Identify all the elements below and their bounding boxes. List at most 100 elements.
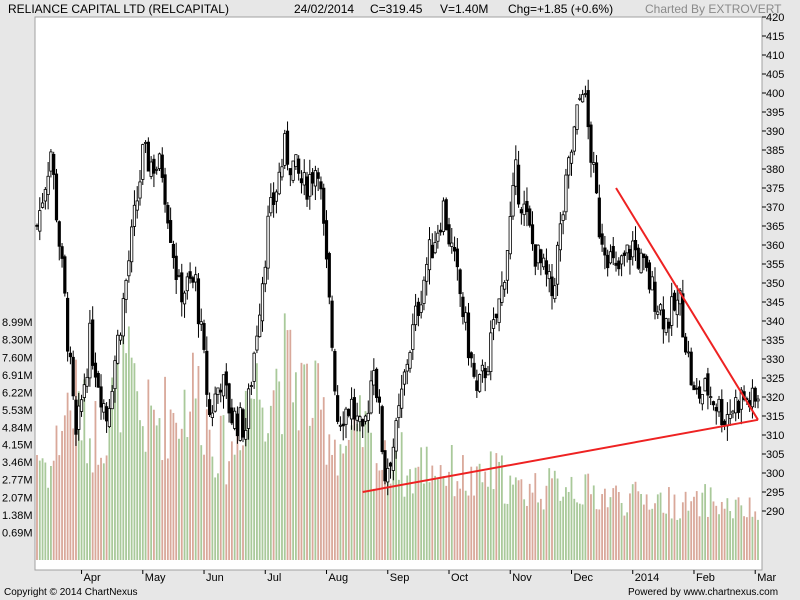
date-tick-label: Jul [267, 572, 281, 584]
volume-bar [603, 488, 606, 560]
volume-bar [545, 485, 548, 560]
candle-body [63, 256, 67, 294]
candle-body [336, 395, 340, 422]
volume-bar [178, 438, 180, 560]
candle-body [494, 313, 498, 319]
candle-body [302, 172, 306, 186]
volume-tick-label: 3.46M [2, 457, 33, 469]
volume-bar [75, 359, 77, 560]
candle-body [416, 301, 420, 316]
volume-bar [539, 498, 542, 560]
candle-body [606, 254, 610, 269]
candle-body [478, 374, 482, 392]
candle-body [349, 398, 354, 420]
volume-bar [191, 352, 194, 560]
candle-body [338, 424, 343, 427]
volume-tick-label: 7.60M [2, 352, 33, 364]
candle-body [274, 191, 279, 202]
volume-bar [637, 491, 640, 560]
volume-bar [729, 511, 732, 560]
candle-body [221, 374, 226, 397]
candle-body [260, 283, 265, 322]
candle-body [411, 324, 415, 350]
quote-date: 24/02/2014 [294, 2, 355, 16]
volume-bar [269, 405, 272, 560]
candle-body [542, 257, 546, 268]
price-tick-label: 375 [766, 183, 784, 195]
trendline [362, 418, 759, 493]
candle-body [99, 386, 103, 408]
candle-body [617, 260, 621, 270]
candle-body [358, 416, 362, 423]
candle-body [283, 133, 287, 166]
candle-body [52, 154, 56, 175]
volume-bar [38, 460, 41, 560]
volume-bar [150, 405, 153, 560]
candle-body [180, 272, 184, 303]
price-tick-label: 290 [766, 506, 784, 518]
candle-body [308, 174, 312, 197]
candle-body [227, 383, 231, 414]
volume-bar [634, 481, 637, 560]
volume-bar [180, 428, 183, 560]
candle-body [511, 185, 515, 217]
volume-bar [537, 502, 539, 560]
volume-bar [425, 446, 428, 560]
candle-body [647, 262, 652, 290]
volume-bar [695, 491, 698, 560]
volume-bar [172, 412, 175, 560]
volume-bar [297, 430, 300, 560]
volume-bar [528, 483, 531, 560]
candle-body [207, 399, 212, 416]
volume-bar [242, 445, 244, 560]
candle-body [628, 248, 632, 261]
volume-bar [395, 449, 398, 560]
candle-body [121, 298, 125, 337]
volume-bar [670, 518, 673, 560]
candle-body [472, 362, 476, 377]
volume-bar [442, 476, 445, 560]
volume-bar [598, 509, 601, 560]
chart-title: RELIANCE CAPITAL LTD (RELCAPITAL) [8, 2, 229, 16]
volume-bar [587, 473, 590, 560]
volume-bar [704, 484, 707, 560]
volume-bar [573, 498, 576, 560]
volume-tick-label: 2.07M [2, 493, 33, 505]
candle-body [725, 414, 729, 427]
candle-body [372, 370, 376, 386]
volume-bar [166, 458, 169, 560]
volume-bar [55, 425, 58, 560]
volume-bar [194, 398, 197, 560]
candle-body [558, 223, 562, 251]
volume-bar [214, 477, 217, 560]
volume-bar [514, 477, 517, 560]
candle-body [439, 229, 443, 233]
volume-bar [44, 462, 47, 560]
candle-body [555, 244, 560, 285]
candle-body [583, 93, 588, 95]
candle-body [135, 200, 139, 211]
candle-body [272, 192, 276, 205]
candle-body [589, 124, 593, 163]
candle-body [681, 293, 685, 338]
volume-bar [732, 518, 734, 560]
volume-bar [375, 463, 378, 560]
candle-body [363, 415, 368, 422]
volume-bar [654, 503, 656, 560]
volume-bar [467, 495, 470, 560]
candle-body [553, 285, 557, 300]
volume-bar [562, 496, 565, 560]
copyright-text: Copyright © 2014 ChartNexus [4, 587, 138, 598]
candle-body [60, 246, 64, 259]
candle-body [413, 305, 418, 326]
date-tick-label: Nov [512, 572, 532, 584]
volume-bar [489, 451, 492, 560]
volume-bar [389, 483, 392, 560]
candle-body [491, 319, 496, 329]
volume-bar [656, 494, 659, 560]
volume-bar [684, 491, 687, 560]
candle-body [564, 174, 568, 213]
volume-bar [698, 516, 701, 560]
volume-bar [481, 482, 484, 560]
